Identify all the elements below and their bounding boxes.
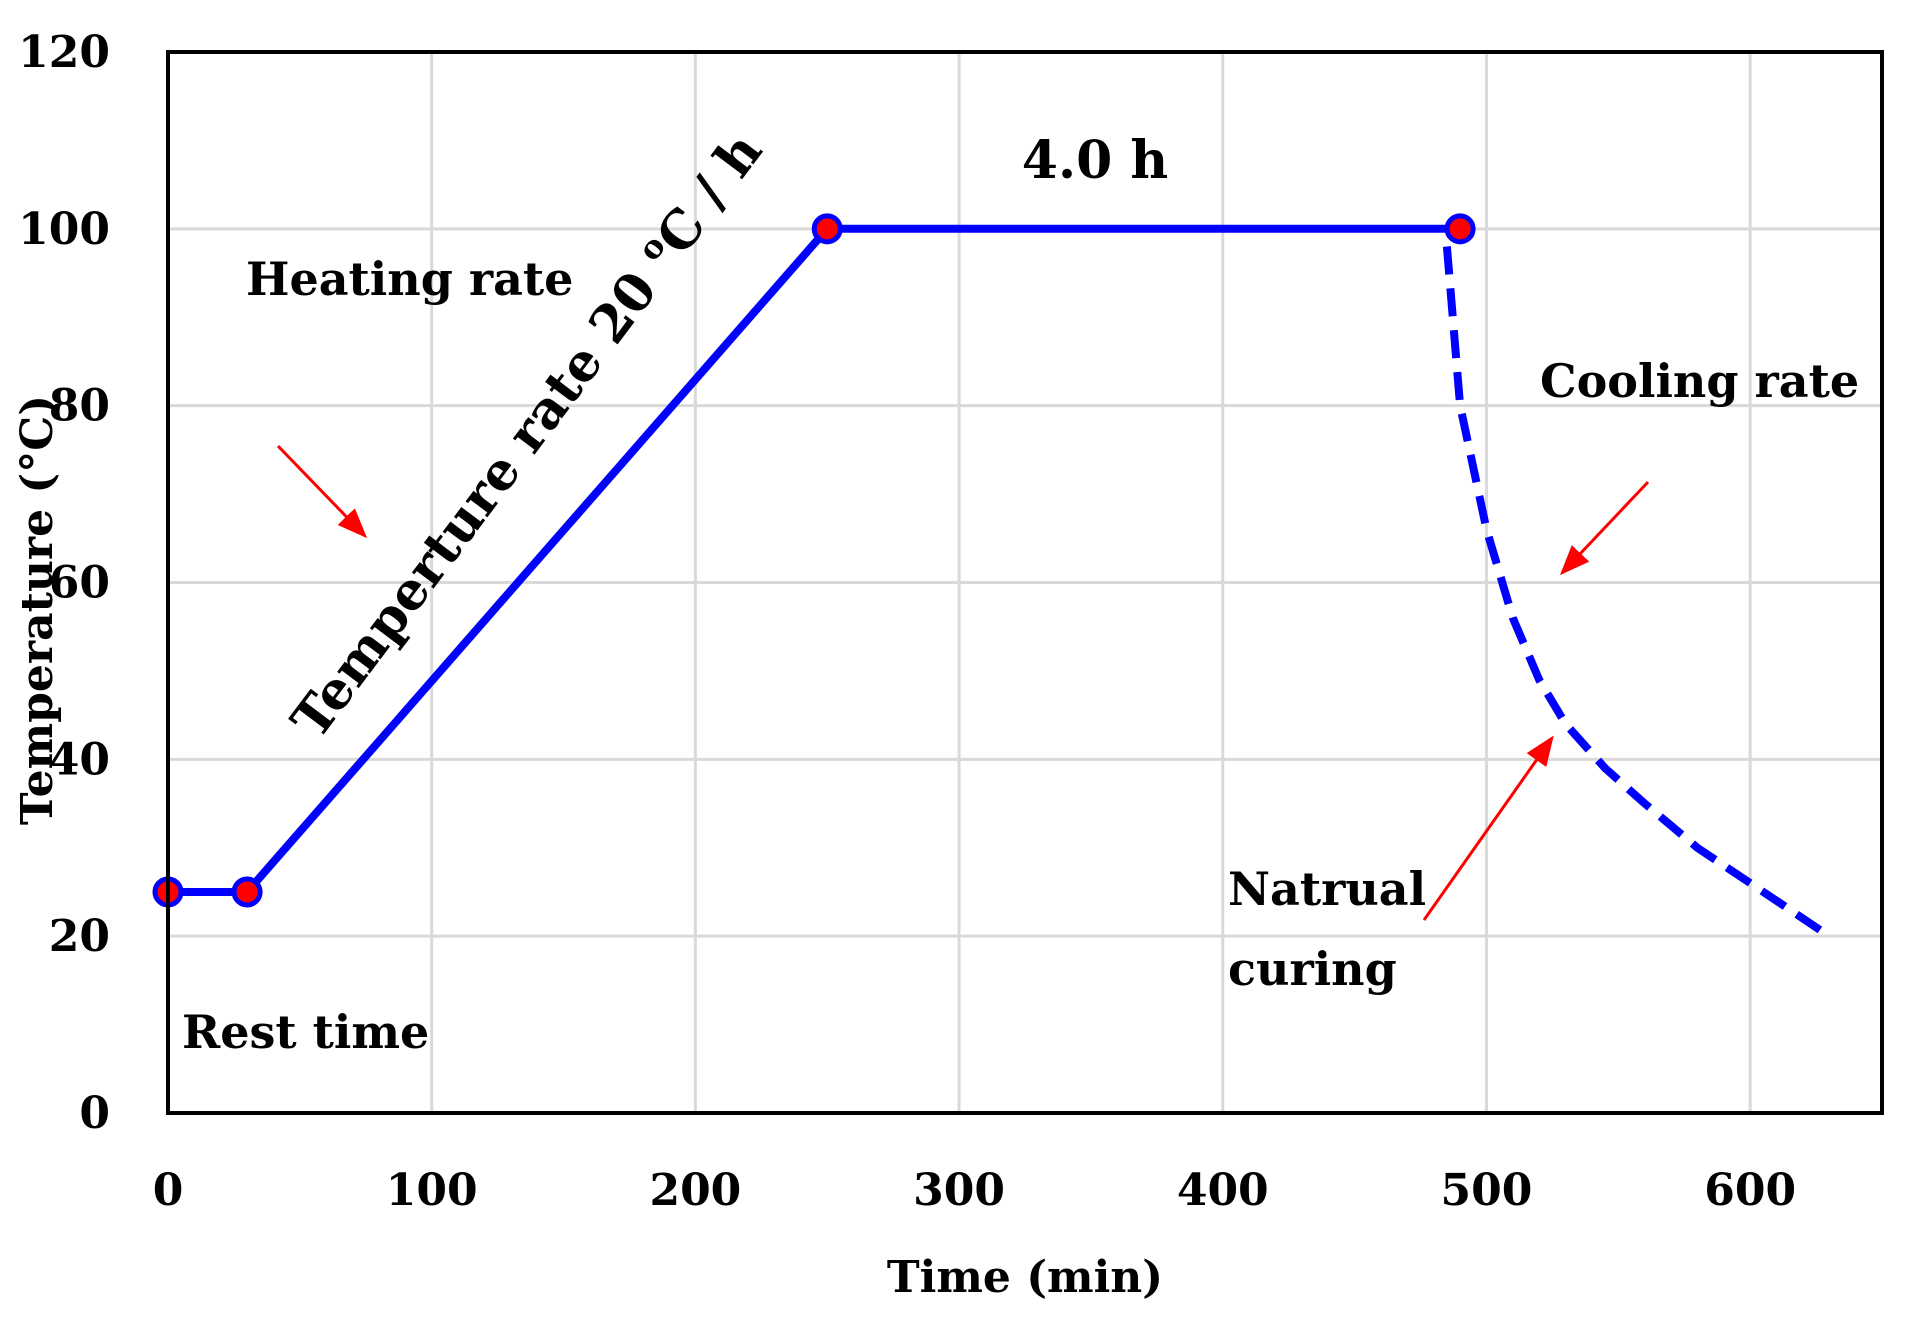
y-tick-label: 120	[18, 27, 110, 78]
temperature-rate-label: Temperture rate 20 oC / h	[278, 120, 774, 749]
hold-duration-label: 4.0 h	[1022, 130, 1168, 191]
marker-layer	[152, 213, 1476, 908]
natural-curing-label-line1: Natrual	[1228, 862, 1426, 916]
plot-frame	[166, 50, 1884, 1115]
data-point-marker	[811, 213, 843, 245]
y-tick-label: 100	[18, 204, 110, 255]
cooling-rate-arrow	[1559, 480, 1650, 576]
data-point-marker	[231, 876, 263, 908]
y-axis-label: Temperature (°C)	[12, 395, 63, 825]
x-axis-label: Time (min)	[887, 1252, 1163, 1303]
y-tick-label: 20	[49, 911, 110, 962]
cooling-series-line	[1442, 246, 1832, 940]
natural-curing-label-line2: curing	[1228, 942, 1397, 996]
series-layer	[168, 224, 1832, 940]
y-tick-label: 0	[79, 1088, 110, 1139]
x-tick-label: 100	[386, 1165, 478, 1216]
y-tick-label: 40	[49, 734, 110, 785]
y-tick-label: 60	[49, 558, 110, 609]
tick-labels: 0 100 200 300 400 500 600 0 20 40 60 80 100 120	[18, 27, 1796, 1216]
x-tick-label: 0	[153, 1165, 184, 1216]
heating-rate-arrow	[276, 444, 368, 539]
x-tick-label: 500	[1441, 1165, 1533, 1216]
x-tick-label: 200	[649, 1165, 741, 1216]
y-tick-label: 80	[49, 381, 110, 432]
natural-curing-arrow	[1422, 735, 1554, 921]
data-point-marker	[1444, 213, 1476, 245]
heating-rate-label: Heating rate	[246, 252, 573, 306]
heating-series-line	[168, 224, 1461, 896]
cooling-rate-label: Cooling rate	[1540, 354, 1859, 408]
x-tick-label: 400	[1177, 1165, 1269, 1216]
rest-time-label: Rest time	[182, 1005, 429, 1059]
x-tick-label: 300	[913, 1165, 1005, 1216]
x-tick-label: 600	[1704, 1165, 1796, 1216]
